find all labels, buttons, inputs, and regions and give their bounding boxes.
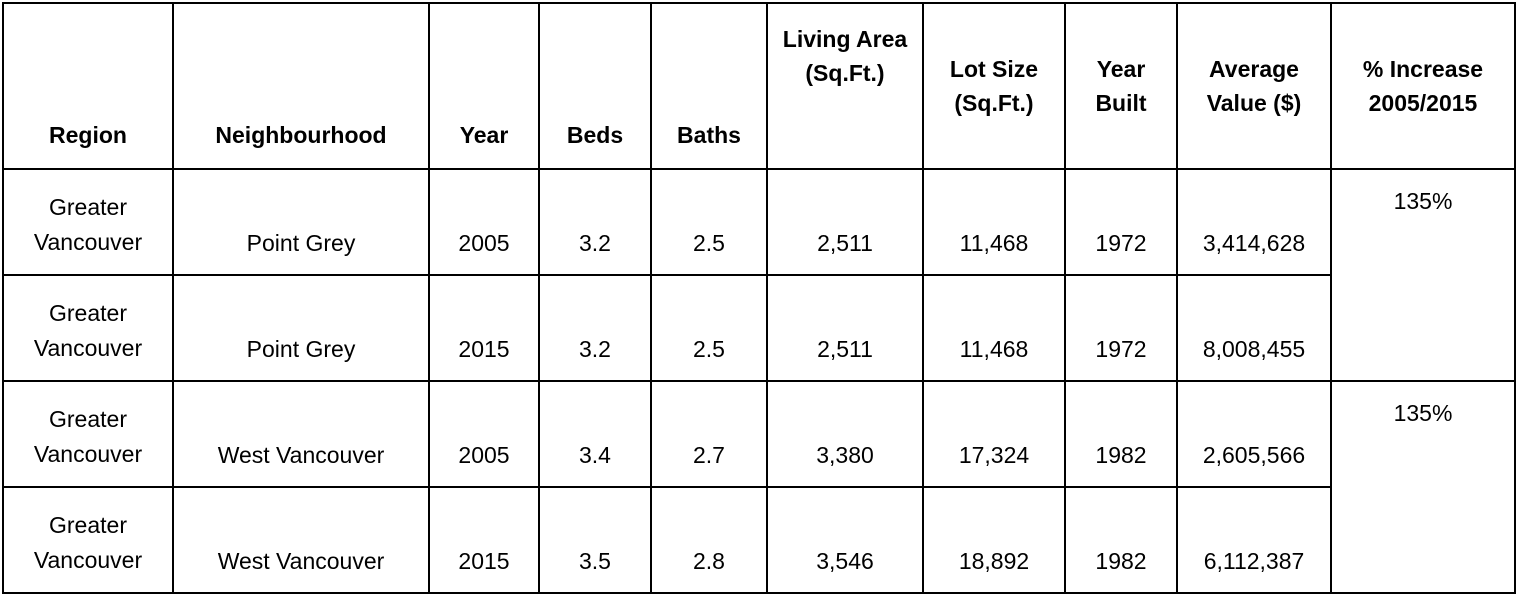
cell-percent-increase: 135% — [1330, 380, 1516, 594]
cell-percent-increase: 135% — [1330, 168, 1516, 382]
cell-year: 2015 — [428, 274, 540, 382]
table-row: Greater Vancouver Point Grey 2015 3.2 2.… — [2, 274, 1515, 382]
cell-average-value: 6,112,387 — [1176, 486, 1332, 594]
cell-beds: 3.5 — [538, 486, 652, 594]
cell-average-value: 8,008,455 — [1176, 274, 1332, 382]
cell-year: 2005 — [428, 380, 540, 488]
cell-year: 2015 — [428, 486, 540, 594]
cell-neighbourhood: West Vancouver — [172, 380, 430, 488]
table-row: Greater Vancouver West Vancouver 2005 3.… — [2, 380, 1516, 594]
cell-year: 2005 — [428, 168, 540, 276]
cell-lot-size: 11,468 — [922, 168, 1066, 276]
header-row: Region Neighbourhood Year Beds Baths Liv… — [2, 2, 1516, 170]
cell-year-built: 1982 — [1064, 380, 1178, 488]
cell-beds: 3.4 — [538, 380, 652, 488]
cell-region: Greater Vancouver — [2, 274, 174, 382]
cell-neighbourhood: West Vancouver — [172, 486, 430, 594]
header-year: Year — [428, 2, 540, 170]
header-year-built: Year Built — [1064, 2, 1178, 170]
cell-living-area: 2,511 — [766, 168, 924, 276]
header-beds: Beds — [538, 2, 652, 170]
cell-baths: 2.7 — [650, 380, 768, 488]
header-baths: Baths — [650, 2, 768, 170]
cell-lot-size: 17,324 — [922, 380, 1066, 488]
header-living-area: Living Area (Sq.Ft.) — [766, 2, 924, 170]
table-row: Greater Vancouver Point Grey 2005 3.2 2.… — [2, 168, 1516, 382]
cell-baths: 2.8 — [650, 486, 768, 594]
header-region: Region — [2, 2, 174, 170]
cell-lot-size: 11,468 — [922, 274, 1066, 382]
cell-region: Greater Vancouver — [2, 486, 174, 594]
cell-beds: 3.2 — [538, 168, 652, 276]
cell-year-built: 1982 — [1064, 486, 1178, 594]
header-percent-increase: % Increase 2005/2015 — [1330, 2, 1516, 170]
cell-year-built: 1972 — [1064, 274, 1178, 382]
cell-average-value: 2,605,566 — [1176, 380, 1332, 488]
cell-year-built: 1972 — [1064, 168, 1178, 276]
cell-region: Greater Vancouver — [2, 380, 174, 488]
cell-beds: 3.2 — [538, 274, 652, 382]
cell-neighbourhood: Point Grey — [172, 168, 430, 276]
header-average-value: Average Value ($) — [1176, 2, 1332, 170]
cell-living-area: 3,380 — [766, 380, 924, 488]
cell-lot-size: 18,892 — [922, 486, 1066, 594]
cell-average-value: 3,414,628 — [1176, 168, 1332, 276]
table-row: Greater Vancouver West Vancouver 2015 3.… — [2, 486, 1515, 594]
cell-baths: 2.5 — [650, 168, 768, 276]
header-neighbourhood: Neighbourhood — [172, 2, 430, 170]
cell-baths: 2.5 — [650, 274, 768, 382]
cell-neighbourhood: Point Grey — [172, 274, 430, 382]
cell-living-area: 2,511 — [766, 274, 924, 382]
cell-region: Greater Vancouver — [2, 168, 174, 276]
cell-living-area: 3,546 — [766, 486, 924, 594]
header-lot-size: Lot Size (Sq.Ft.) — [922, 2, 1066, 170]
